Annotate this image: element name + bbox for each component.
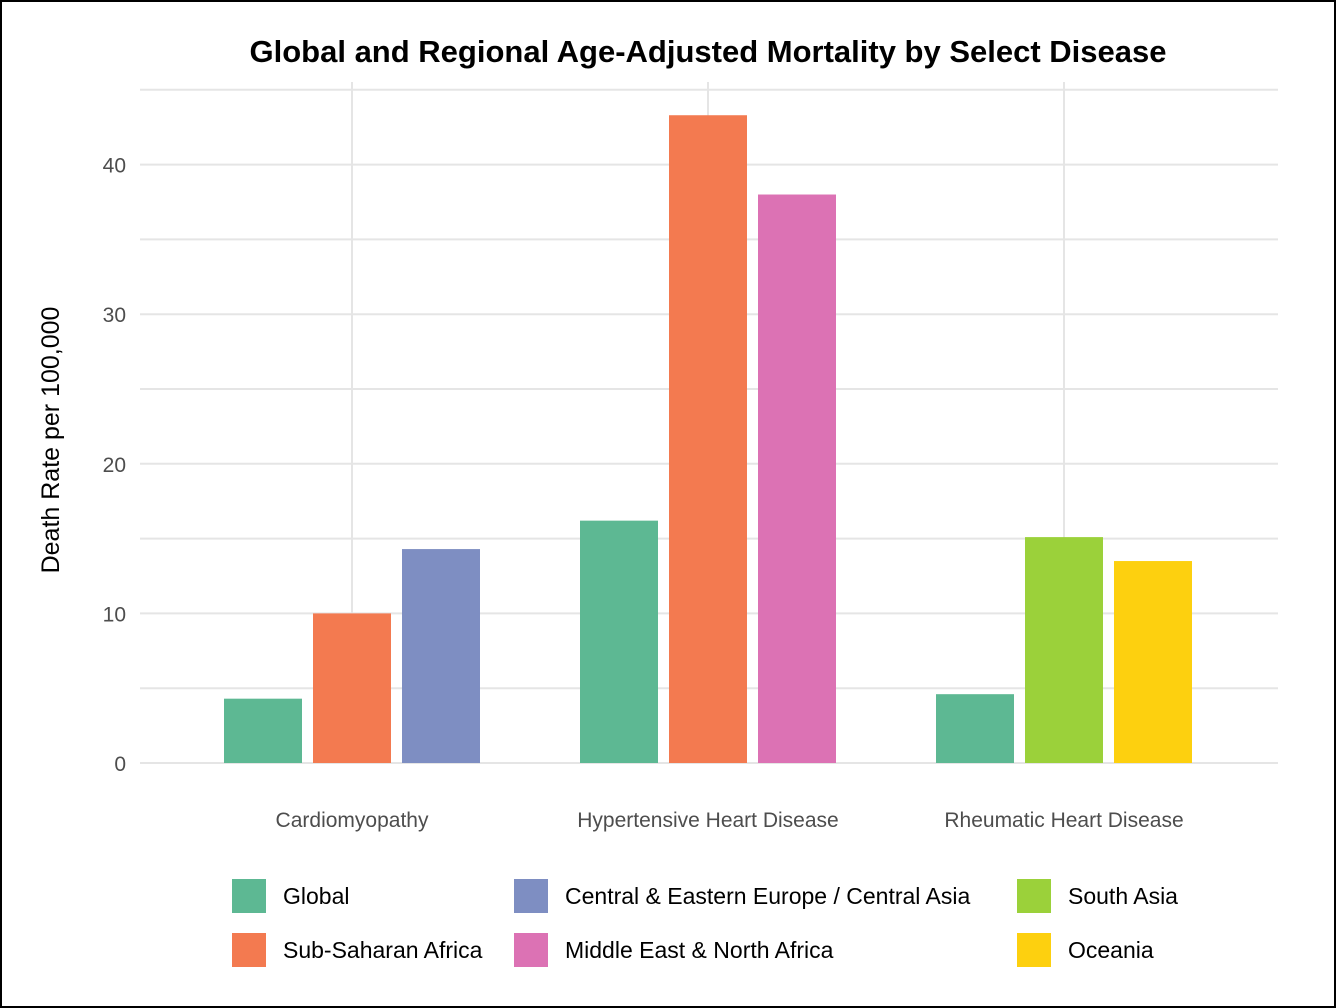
bar	[224, 698, 302, 763]
legend-label: Middle East & North Africa	[565, 937, 834, 963]
bar	[580, 520, 658, 763]
y-tick-label: 30	[103, 304, 126, 327]
legend-swatch	[1017, 879, 1051, 913]
x-tick-label: Hypertensive Heart Disease	[577, 809, 838, 832]
legend-label: Global	[283, 883, 349, 909]
legend-label: Oceania	[1068, 937, 1154, 963]
legend-item: Oceania	[1017, 933, 1154, 967]
bar	[1114, 561, 1192, 763]
y-tick-label: 0	[114, 753, 126, 776]
legend-item: Middle East & North Africa	[514, 933, 834, 967]
chart-title: Global and Regional Age-Adjusted Mortali…	[250, 34, 1167, 69]
y-axis-label: Death Rate per 100,000	[37, 307, 65, 574]
y-tick-label: 40	[103, 155, 126, 178]
legend-swatch	[232, 933, 266, 967]
bars	[224, 115, 1192, 764]
x-tick-label: Rheumatic Heart Disease	[944, 809, 1183, 832]
bar	[936, 694, 1014, 763]
x-axis-ticks: Cardiomyopathy Hypertensive Heart Disease…	[276, 809, 1184, 832]
legend-swatch	[514, 933, 548, 967]
x-tick-label: Cardiomyopathy	[276, 809, 429, 832]
bar	[758, 194, 836, 763]
legend-label: Central & Eastern Europe / Central Asia	[565, 883, 970, 909]
legend-item: Sub-Saharan Africa	[232, 933, 483, 967]
y-tick-label: 10	[103, 603, 126, 626]
y-tick-label: 20	[103, 454, 126, 477]
legend-item: Global	[232, 879, 349, 913]
legend-label: Sub-Saharan Africa	[283, 937, 483, 963]
y-axis-ticks: 0 10 20 30 40	[103, 155, 126, 776]
legend-swatch	[1017, 933, 1051, 967]
bar	[313, 613, 391, 763]
legend: Global Central & Eastern Europe / Central…	[232, 879, 1178, 967]
legend-swatch	[514, 879, 548, 913]
legend-label: South Asia	[1068, 883, 1178, 909]
legend-item: Central & Eastern Europe / Central Asia	[514, 879, 970, 913]
bar	[402, 549, 480, 763]
legend-swatch	[232, 879, 266, 913]
legend-item: South Asia	[1017, 879, 1178, 913]
bar	[669, 115, 747, 764]
bar	[1025, 537, 1103, 763]
